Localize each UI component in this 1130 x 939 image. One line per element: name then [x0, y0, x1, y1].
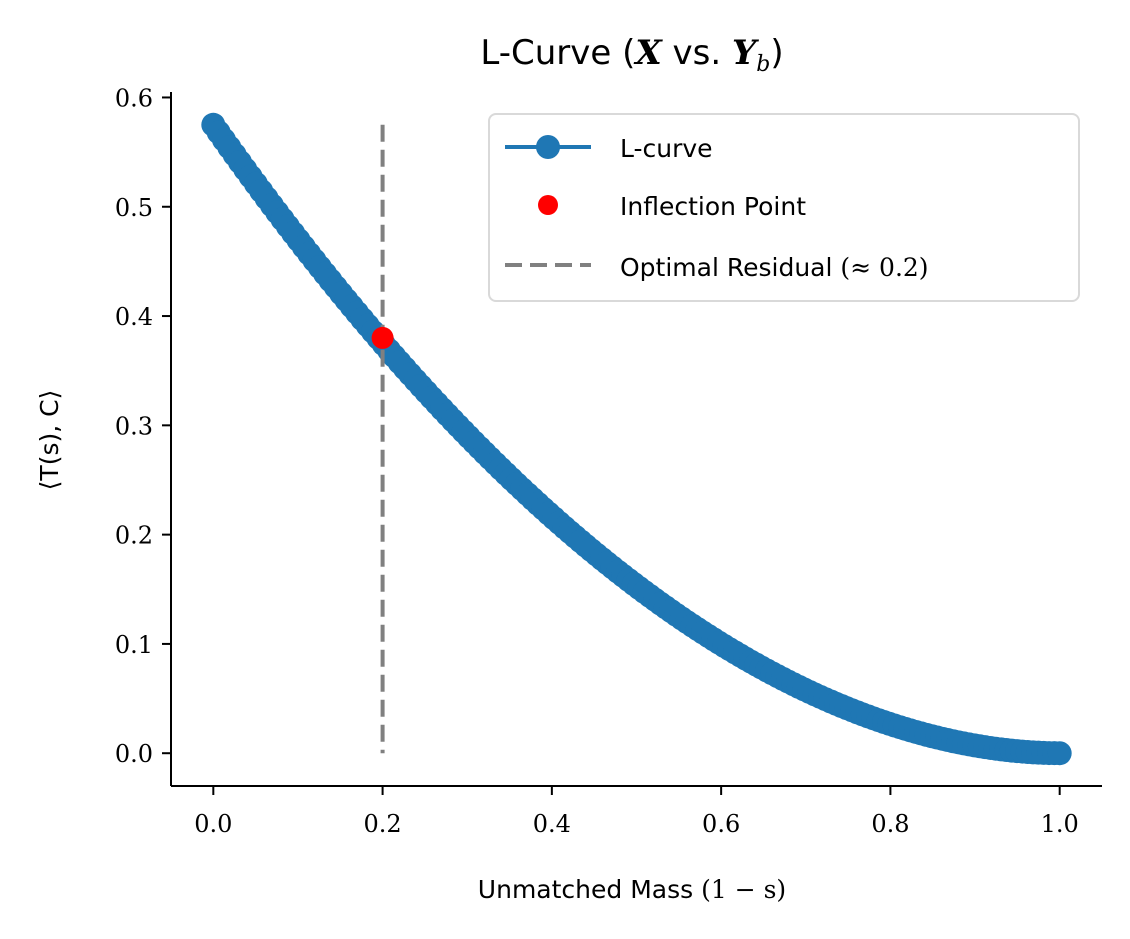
y-tick-label: 0.1 [115, 631, 153, 659]
x-axis-label-text: Unmatched Mass [478, 875, 701, 904]
legend-l-curve-marker [536, 135, 560, 159]
y-tick-label: 0.2 [115, 522, 153, 550]
y-axis-label: ⟨T(s), C⟩ [35, 390, 64, 491]
l-curve-point [1047, 741, 1072, 766]
x-tick-label: 1.0 [1041, 810, 1079, 838]
x-tick-label: 0.4 [533, 810, 571, 838]
x-axis-label: Unmatched Mass (1 − s) [478, 875, 786, 904]
legend-l-curve-label: L-curve [620, 134, 713, 163]
chart-title-y-symbol: Y [732, 33, 759, 73]
x-tick-label: 0.2 [364, 810, 402, 838]
x-tick-label: 0.0 [194, 810, 232, 838]
legend-inflection-marker [538, 195, 558, 215]
y-tick-label: 0.5 [115, 194, 153, 222]
chart-title: L-Curve (X vs. Yb) [480, 33, 783, 77]
x-tick-label: 0.8 [871, 810, 909, 838]
chart-title-vs: vs. [662, 33, 732, 73]
legend: L-curve Inflection Point Optimal Residua… [488, 113, 1080, 302]
x-axis-label-math: (1 − s) [701, 875, 786, 904]
x-axis-ticks: 0.0 0.2 0.4 0.6 0.8 1.0 [194, 786, 1079, 838]
chart-title-text: L-Curve ( [480, 33, 635, 73]
inflection-point-marker [371, 326, 394, 349]
chart-title-x-symbol: X [633, 33, 663, 73]
legend-inflection-label: Inflection Point [620, 192, 806, 221]
y-tick-label: 0.4 [115, 303, 153, 331]
legend-optimal-label-text: Optimal Residual [620, 253, 832, 282]
x-tick-label: 0.6 [702, 810, 740, 838]
legend-optimal-label: Optimal Residual (≈ 0.2) [620, 253, 929, 282]
y-axis-ticks: 0.0 0.1 0.2 0.3 0.4 0.5 0.6 [115, 84, 171, 768]
y-tick-label: 0.0 [115, 740, 153, 768]
y-tick-label: 0.3 [115, 412, 153, 440]
legend-optimal-label-math: (≈ 0.2) [840, 253, 928, 282]
legend-frame [488, 113, 1080, 302]
y-tick-label: 0.6 [115, 84, 153, 112]
chart-title-close: ) [770, 33, 783, 73]
l-curve-series [201, 112, 1072, 766]
chart-title-y-subscript: b [756, 52, 770, 77]
